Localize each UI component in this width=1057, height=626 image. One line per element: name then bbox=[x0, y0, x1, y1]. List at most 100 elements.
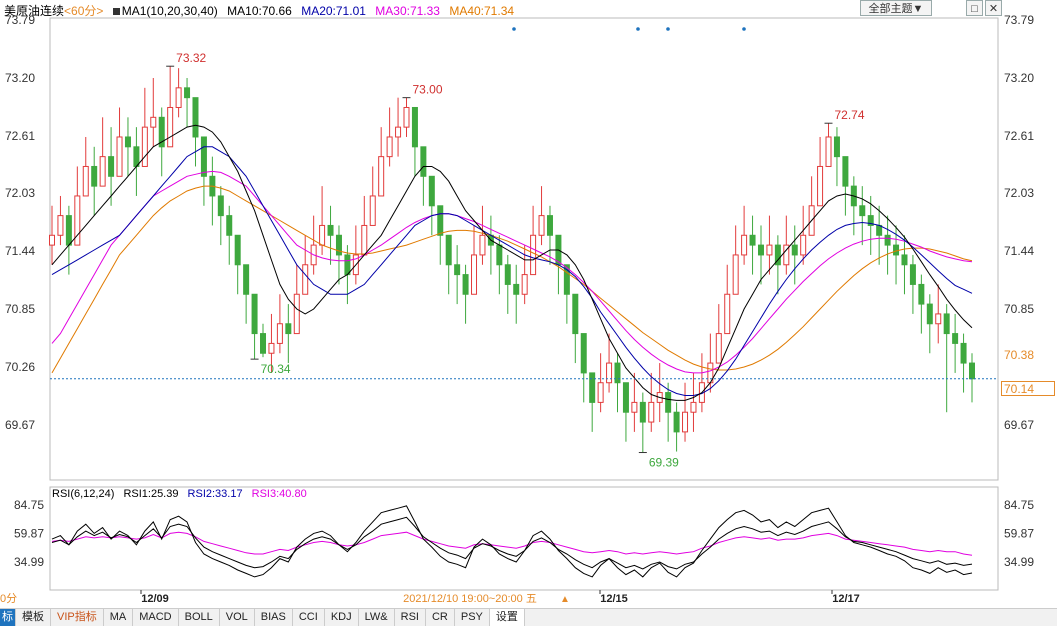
candle-body bbox=[901, 254, 908, 266]
tab-10[interactable]: LW& bbox=[359, 609, 395, 626]
high-label-1: 73.32 bbox=[176, 51, 206, 65]
candle-body bbox=[133, 146, 140, 167]
window-box-icon[interactable]: □ bbox=[966, 0, 983, 16]
candle-body bbox=[403, 106, 410, 128]
candle-body bbox=[842, 156, 849, 187]
candle-body bbox=[276, 323, 283, 344]
candle-body bbox=[546, 215, 553, 236]
price-tick-left: 69.67 bbox=[5, 418, 35, 432]
candle-body bbox=[884, 234, 891, 246]
candle-body bbox=[631, 401, 638, 413]
candle-body bbox=[175, 87, 182, 108]
price-tick-left: 70.26 bbox=[5, 360, 35, 374]
candle-body bbox=[732, 254, 739, 295]
candle-body bbox=[319, 224, 326, 246]
candle-body bbox=[454, 264, 461, 276]
ma10-line bbox=[51, 124, 973, 401]
candle-body bbox=[926, 303, 933, 325]
candle-body bbox=[960, 342, 967, 364]
candle-body bbox=[184, 87, 191, 99]
tab-11[interactable]: RSI bbox=[395, 609, 426, 626]
close-icon[interactable]: ✕ bbox=[985, 0, 1002, 16]
tab-0[interactable]: 标 bbox=[0, 609, 16, 626]
candle-body bbox=[682, 411, 689, 433]
low-label-1: 70.34 bbox=[261, 362, 291, 376]
candle-body bbox=[867, 215, 874, 226]
candle-body bbox=[437, 205, 444, 236]
candle-body bbox=[226, 215, 233, 236]
candle-body bbox=[369, 195, 376, 226]
candle-body bbox=[876, 224, 883, 236]
tab-6[interactable]: VOL bbox=[220, 609, 255, 626]
ma30-line bbox=[51, 170, 973, 374]
ma30-value: MA30:71.33 bbox=[375, 4, 440, 18]
time-label: 12/15 bbox=[600, 593, 628, 605]
candle-body bbox=[690, 401, 697, 413]
current-price-box: 70.14 bbox=[1001, 381, 1055, 396]
high-label-2: 73.00 bbox=[412, 83, 442, 97]
candle-body bbox=[969, 362, 975, 380]
chart-header: 美原油连续<60分> MA1(10,20,30,40) MA10:70.66 M… bbox=[4, 2, 520, 19]
tab-4[interactable]: MACD bbox=[133, 609, 179, 626]
tab-3[interactable]: MA bbox=[104, 609, 134, 626]
candle-body bbox=[428, 175, 435, 207]
price-tick-right: 70.85 bbox=[1004, 302, 1034, 316]
candle-body bbox=[82, 165, 89, 197]
price-tick-left: 70.85 bbox=[5, 302, 35, 316]
candle-body bbox=[293, 293, 300, 335]
ma-settings-icon[interactable] bbox=[112, 8, 120, 15]
candle-body bbox=[715, 333, 722, 364]
candle-body bbox=[825, 136, 832, 167]
tab-1[interactable]: 模板 bbox=[16, 609, 51, 626]
candle-body bbox=[833, 136, 840, 158]
rsi-tick-right: 34.99 bbox=[1004, 555, 1034, 569]
event-dot bbox=[666, 27, 670, 31]
rsi-tick-left: 59.87 bbox=[14, 527, 44, 541]
candle-body bbox=[800, 234, 807, 256]
tab-7[interactable]: BIAS bbox=[255, 609, 293, 626]
tab-13[interactable]: PSY bbox=[455, 609, 490, 626]
rsi-tick-right: 59.87 bbox=[1004, 527, 1034, 541]
candle-body bbox=[757, 244, 764, 256]
candle-body bbox=[622, 382, 629, 413]
price-tick-left: 72.03 bbox=[5, 186, 35, 200]
candle-body bbox=[766, 244, 773, 256]
ma40-line bbox=[51, 185, 973, 374]
candle-body bbox=[395, 126, 402, 138]
candle-body bbox=[749, 234, 756, 246]
cursor-marker: ▲ bbox=[560, 594, 570, 605]
tab-14[interactable]: 设置 bbox=[489, 609, 525, 626]
tab-12[interactable]: CR bbox=[426, 609, 455, 626]
candle-body bbox=[243, 264, 250, 295]
tab-2[interactable]: VIP指标 bbox=[51, 609, 104, 626]
price-tick-right: 72.03 bbox=[1004, 186, 1034, 200]
candle-body bbox=[65, 215, 72, 246]
candle-body bbox=[234, 234, 241, 266]
candle-body bbox=[639, 401, 646, 423]
tab-5[interactable]: BOLL bbox=[179, 609, 220, 626]
tab-9[interactable]: KDJ bbox=[325, 609, 359, 626]
rsi2-value: RSI2:33.17 bbox=[187, 488, 243, 500]
event-dot bbox=[512, 27, 516, 31]
candle-body bbox=[530, 234, 537, 276]
price-tick-right: 70.38 bbox=[1004, 348, 1034, 362]
ma-label: MA1(10,20,30,40) bbox=[121, 4, 218, 18]
cursor-time-label: 2021/12/10 19:00~20:00 五 bbox=[403, 593, 537, 605]
candle-body bbox=[479, 234, 486, 256]
theme-dropdown-button[interactable]: 全部主题▼ bbox=[860, 0, 932, 16]
candle-body bbox=[141, 126, 148, 167]
price-tick-right: 72.61 bbox=[1004, 129, 1034, 143]
candle-body bbox=[572, 293, 579, 335]
candle-body bbox=[665, 392, 672, 413]
candle-body bbox=[167, 106, 174, 148]
candle-body bbox=[496, 244, 503, 266]
candle-body bbox=[673, 411, 680, 433]
tab-8[interactable]: CCI bbox=[293, 609, 325, 626]
high-label-3: 72.74 bbox=[835, 108, 865, 122]
candle-body bbox=[724, 293, 731, 335]
period-label[interactable]: <60分> bbox=[64, 4, 104, 18]
candle-body bbox=[614, 362, 621, 384]
rsi2-line bbox=[51, 516, 973, 570]
candle-body bbox=[893, 244, 900, 256]
